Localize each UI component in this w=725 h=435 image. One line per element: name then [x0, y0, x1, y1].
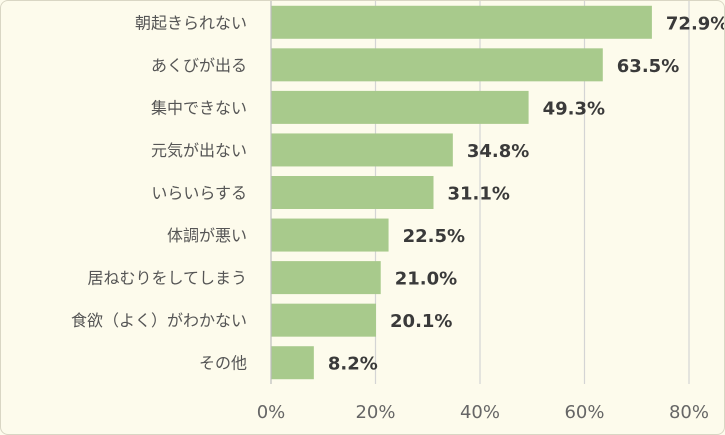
x-tick-label: 40%	[460, 402, 500, 423]
bar	[271, 303, 377, 337]
category-label: 体調が悪い	[167, 226, 247, 245]
x-tick-label: 60%	[564, 402, 604, 423]
data-label: 49.3%	[543, 98, 605, 119]
x-tick-label: 80%	[669, 402, 709, 423]
bars	[271, 5, 652, 380]
x-tick-labels: 0% 20% 40% 60% 80%	[257, 402, 709, 423]
category-labels: 朝起きられないあくびが出る集中できない元気が出ないいらいらする体調が悪い居ねむり…	[71, 13, 247, 372]
data-label: 8.2%	[328, 354, 378, 375]
data-label: 20.1%	[390, 311, 452, 332]
category-label: 集中できない	[151, 98, 247, 117]
data-label: 21.0%	[395, 269, 457, 290]
category-label: その他	[199, 354, 247, 373]
bar	[271, 176, 434, 209]
x-tick-label: 20%	[355, 402, 395, 423]
x-tick-label: 0%	[257, 402, 286, 423]
data-label: 72.9%	[666, 13, 724, 34]
bar	[271, 346, 314, 380]
category-label: あくびが出る	[151, 56, 247, 75]
data-label: 63.5%	[617, 56, 679, 77]
data-labels: 72.9% 63.5% 49.3% 34.8% 31.1% 22.5% 21.0% 20.1%…	[328, 13, 724, 374]
category-label: 元気が出ない	[151, 141, 247, 160]
data-label: 34.8%	[467, 141, 529, 162]
bar	[271, 90, 529, 124]
category-label: 食欲（よく）がわかない	[71, 311, 247, 330]
bar	[271, 261, 381, 295]
data-label: 31.1%	[447, 184, 509, 205]
bar	[271, 133, 453, 167]
bar	[271, 5, 652, 39]
category-label: 朝起きられない	[135, 13, 247, 32]
bar	[271, 218, 389, 252]
bar	[271, 48, 603, 82]
data-label: 22.5%	[403, 226, 465, 247]
category-label: いらいらする	[151, 184, 247, 203]
category-label: 居ねむりをしてしまう	[87, 269, 247, 288]
